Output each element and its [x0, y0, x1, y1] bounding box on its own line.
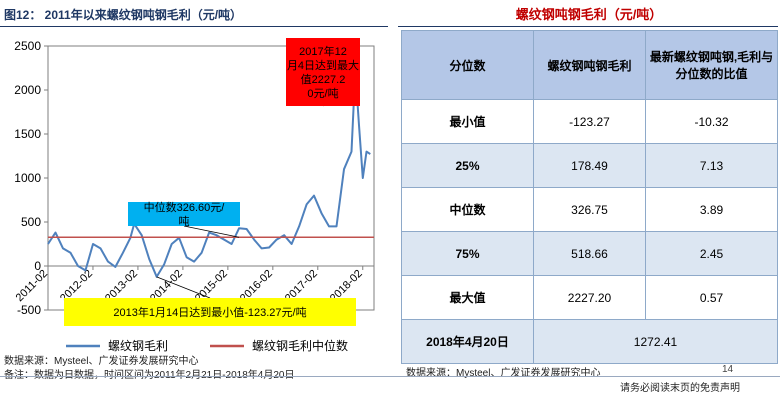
table-row: 最大值 2227.20 0.57 [401, 275, 778, 320]
series-line-gross-profit [47, 69, 371, 278]
row-value: 518.66 [533, 231, 646, 276]
annotation-median-box [128, 202, 240, 226]
table-row: 25% 178.49 7.13 [401, 143, 778, 188]
annotation-max-text: 月4日达到最大 [287, 58, 359, 72]
quantile-table: 分位数 螺纹钢吨钢毛利 最新螺纹钢吨钢,毛利与分位数的比值 最小值 -123.2… [401, 30, 778, 364]
y-tick-label: 2000 [14, 83, 41, 97]
header-gross-profit: 螺纹钢吨钢毛利 [533, 30, 646, 100]
header-ratio: 最新螺纹钢吨钢,毛利与分位数的比值 [645, 30, 778, 100]
row-value: -123.27 [533, 99, 646, 144]
row-label: 最大值 [401, 275, 534, 320]
annotation-max-box [286, 38, 360, 106]
y-tick-label: 1000 [14, 171, 41, 185]
y-tick-label: 500 [21, 215, 41, 229]
y-tick-label: 2500 [14, 39, 41, 53]
table-row: 75% 518.66 2.45 [401, 231, 778, 276]
latest-date-label: 2018年4月20日 [401, 319, 534, 364]
footer-rule [0, 376, 780, 377]
row-ratio: 0.57 [645, 275, 778, 320]
annotation-max-text: 值2227.2 [301, 73, 346, 86]
table-header-row: 分位数 螺纹钢吨钢毛利 最新螺纹钢吨钢,毛利与分位数的比值 [401, 30, 778, 100]
annotation-median-leader [183, 225, 240, 238]
table-title: 螺纹钢吨钢毛利（元/吨） [515, 7, 663, 22]
left-note-text: 备注：数据为日数据，时间区间为2011年2月21日-2018年4月20日 [4, 366, 294, 381]
row-ratio: 7.13 [645, 143, 778, 188]
row-value: 2227.20 [533, 275, 646, 320]
row-ratio: -10.32 [645, 99, 778, 144]
table-row: 中位数 326.75 3.89 [401, 187, 778, 232]
page-number: 14 [722, 364, 734, 375]
annotation-median-text: 吨 [179, 215, 190, 228]
row-ratio: 3.89 [645, 187, 778, 232]
row-ratio: 2.45 [645, 231, 778, 276]
table-row: 最小值 -123.27 -10.32 [401, 99, 778, 144]
right-source-text: 数据来源：Mysteel、广发证券发展研究中心 [406, 368, 601, 379]
annotation-median-text: 中位数326.60元/ [144, 200, 226, 214]
left-title-rule [0, 26, 388, 27]
annotation-max-text: 2017年12 [299, 44, 347, 58]
legend-label-0: 螺纹钢毛利 [108, 339, 168, 353]
header-quantile: 分位数 [401, 30, 534, 100]
row-label: 最小值 [401, 99, 534, 144]
disclaimer-text: 请务必阅读末页的免责声明 [620, 383, 740, 394]
y-tick-label: 1500 [14, 127, 41, 141]
row-label: 25% [401, 143, 534, 188]
legend-label-1: 螺纹钢毛利中位数 [252, 338, 348, 353]
right-title-rule [398, 26, 778, 27]
table-row-latest: 2018年4月20日 1272.41 [401, 319, 778, 364]
row-value: 326.75 [533, 187, 646, 232]
left-source-text: 数据来源：Mysteel、广发证券发展研究中心 [4, 356, 199, 367]
annotation-min-leader [156, 276, 211, 299]
x-tick-label: 2011-02 [14, 268, 50, 304]
annotation-min-box [64, 298, 356, 326]
y-tick-label: -500 [17, 303, 41, 317]
y-tick-label: 0 [34, 259, 41, 273]
annotation-max-text: 0元/吨 [307, 87, 338, 100]
row-label: 中位数 [401, 187, 534, 232]
latest-value: 1272.41 [533, 319, 778, 364]
row-label: 75% [401, 231, 534, 276]
figure-title: 图12： 2011年以来螺纹钢吨钢毛利（元/吨） [4, 8, 243, 22]
row-value: 178.49 [533, 143, 646, 188]
annotation-min-text: 2013年1月14日达到最小值-123.27元/吨 [113, 305, 306, 319]
